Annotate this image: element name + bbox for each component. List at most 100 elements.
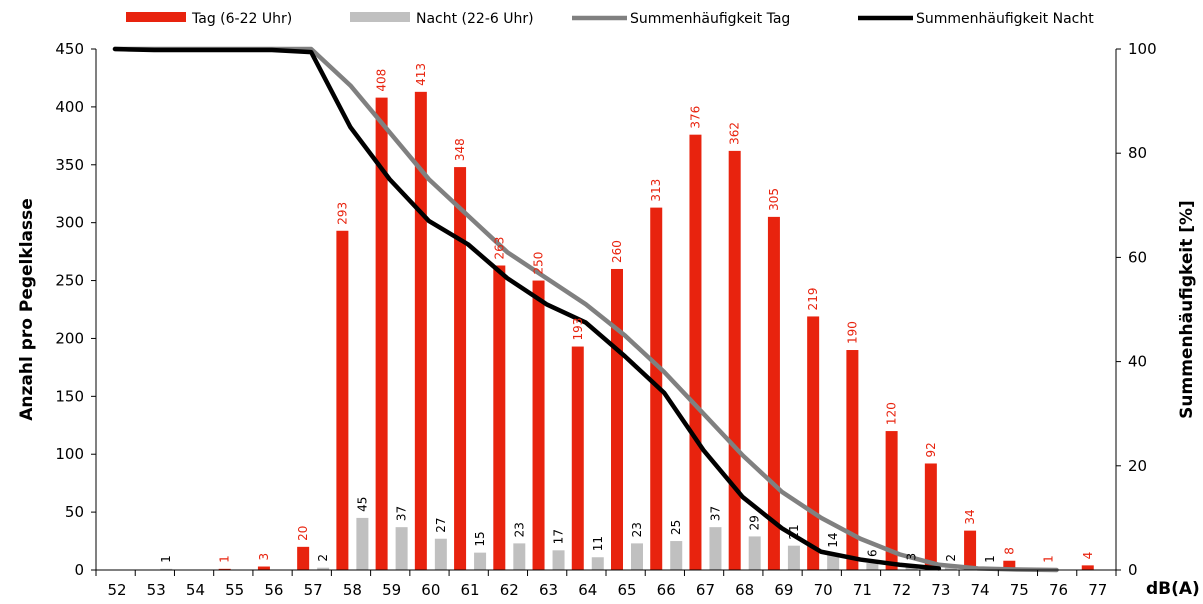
y-left-tick-label: 400 (55, 98, 84, 116)
data-label-tag: 1 (218, 555, 232, 563)
bar-nacht (631, 543, 643, 570)
data-label-tag: 293 (335, 202, 349, 225)
data-label-nacht: 1 (159, 555, 173, 563)
data-label-nacht: 1 (983, 555, 997, 563)
x-tick-label: 77 (1088, 581, 1107, 599)
data-label-tag: 92 (924, 442, 938, 457)
x-tick-label: 55 (225, 581, 244, 599)
y-left-tick-label: 100 (55, 445, 84, 463)
x-tick-label: 71 (853, 581, 872, 599)
data-label-tag: 362 (728, 122, 742, 145)
data-label-tag: 8 (1002, 547, 1016, 555)
x-tick-label: 61 (461, 581, 480, 599)
data-label-nacht: 3 (905, 553, 919, 561)
y-axis-right-title: Summenhäufigkeit [%] (1177, 200, 1197, 419)
data-label-nacht: 37 (395, 506, 409, 521)
bar-tag (493, 265, 506, 570)
data-label-tag: 263 (492, 237, 506, 260)
data-label-tag: 34 (963, 509, 977, 524)
data-label-tag: 413 (414, 63, 428, 86)
data-label-nacht: 2 (316, 554, 330, 562)
bar-nacht (787, 545, 800, 570)
x-tick-label: 64 (578, 581, 597, 599)
x-tick-label: 67 (696, 581, 715, 599)
bar-tag (1003, 560, 1016, 570)
bar-tag (571, 346, 584, 570)
bar-nacht (395, 527, 408, 570)
x-tick-label: 74 (971, 581, 990, 599)
line-summenhaeufigkeit-tag (112, 46, 1059, 573)
x-tick-label: 66 (657, 581, 676, 599)
bar-tag (218, 568, 231, 570)
data-label-nacht: 37 (708, 506, 722, 521)
data-label-nacht: 14 (826, 533, 840, 548)
x-tick-label: 62 (500, 581, 519, 599)
bar-tag (1081, 565, 1094, 570)
data-label-nacht: 2 (944, 554, 958, 562)
legend-label: Nacht (22-6 Uhr) (416, 11, 534, 27)
bars (160, 91, 1094, 571)
data-label-tag: 313 (649, 179, 663, 202)
axes: 0 50 100 150 200 250 300 350 400 450 0 20 40 60 80 100 5… (17, 40, 1200, 599)
bar-nacht (827, 553, 840, 570)
x-tick-label: 73 (931, 581, 950, 599)
data-label-tag: 305 (767, 188, 781, 211)
x-tick-label: 54 (186, 581, 205, 599)
bar-tag (728, 150, 741, 570)
bar-tag (846, 350, 859, 570)
data-label-tag: 20 (296, 526, 310, 541)
x-tick-label: 60 (421, 581, 440, 599)
bar-nacht (905, 566, 918, 570)
bar-tag (611, 268, 623, 570)
bar-nacht (552, 550, 565, 570)
bar-tag (375, 97, 388, 571)
y-right-tick-label: 0 (1128, 561, 1138, 579)
bar-nacht (591, 557, 604, 570)
y-left-tick-label: 150 (55, 387, 84, 405)
bar-tag (297, 546, 310, 570)
bar-tag (885, 431, 898, 570)
bar-tag (689, 134, 702, 571)
y-right-tick-label: 40 (1128, 353, 1147, 371)
x-tick-label: 53 (147, 581, 166, 599)
bar-nacht (513, 543, 526, 570)
data-label-nacht: 15 (473, 531, 487, 546)
y-left-tick-label: 200 (55, 329, 84, 347)
data-label-tag: 250 (532, 252, 546, 275)
y-right-tick-label: 100 (1128, 40, 1157, 58)
data-label-nacht: 29 (748, 515, 762, 530)
bar-tag (336, 230, 349, 570)
y-left-tick-label: 350 (55, 156, 84, 174)
x-tick-label: 56 (264, 581, 283, 599)
y-left-tick-label: 300 (55, 214, 84, 232)
legend-label: Tag (6-22 Uhr) (191, 11, 292, 27)
legend-label: Summenhäufigkeit Nacht (916, 11, 1094, 27)
x-tick-label: 57 (304, 581, 323, 599)
data-label-tag: 408 (375, 69, 389, 92)
y-right-tick-label: 20 (1128, 457, 1147, 475)
data-label-nacht: 25 (669, 520, 683, 535)
y-left-tick-label: 50 (65, 503, 84, 521)
data-label-tag: 190 (845, 321, 859, 344)
bar-nacht (944, 567, 957, 570)
bar-tag (924, 463, 937, 570)
bar-nacht (709, 527, 722, 570)
bar-nacht (160, 568, 173, 570)
data-label-tag: 376 (688, 106, 702, 129)
legend-label: Summenhäufigkeit Tag (630, 11, 790, 27)
data-label-tag: 120 (885, 402, 899, 425)
x-tick-label: 52 (107, 581, 126, 599)
x-tick-label: 59 (382, 581, 401, 599)
x-tick-label: 69 (774, 581, 793, 599)
bar-tag (257, 566, 270, 570)
x-tick-label: 58 (343, 581, 362, 599)
data-label-nacht: 17 (552, 529, 566, 544)
line-summenhaeufigkeit-nacht (112, 46, 942, 571)
legend: Tag (6-22 Uhr) Nacht (22-6 Uhr) Summenhäuf… (126, 11, 1094, 27)
x-tick-label: 65 (617, 581, 636, 599)
data-label-nacht: 27 (434, 517, 448, 532)
y-left-tick-label: 0 (74, 561, 84, 579)
y-axis-left-title: Anzahl pro Pegelklasse (17, 198, 37, 421)
bar-nacht (317, 567, 330, 570)
